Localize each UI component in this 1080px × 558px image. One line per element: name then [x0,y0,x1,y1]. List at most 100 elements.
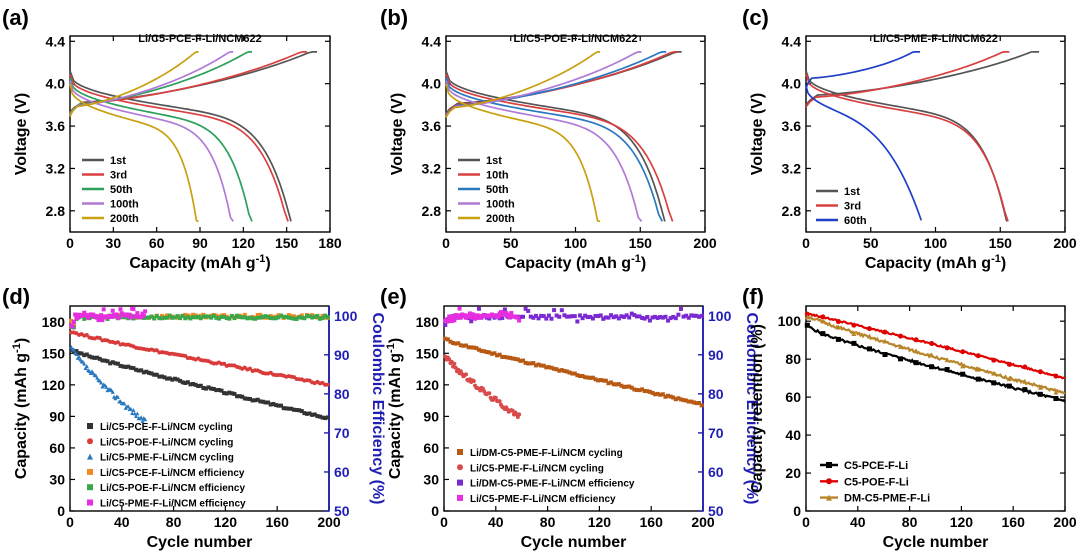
retention-point [991,380,997,386]
capacity-point [307,411,312,416]
capacity-point [325,415,330,420]
efficiency-point [471,313,476,318]
capacity-point [487,350,492,355]
legend-marker [87,484,93,491]
efficiency-point [196,314,201,319]
efficiency-point [73,312,78,317]
capacity-point [624,384,629,389]
capacity-point [242,396,247,401]
efficiency-point [135,311,140,316]
capacity-point [104,384,109,389]
capacity-point [673,397,678,402]
efficiency-point [325,315,330,320]
capacity-point [214,388,219,393]
efficiency-point [131,307,136,312]
capacity-point [681,398,686,403]
efficiency-point [598,313,603,318]
capacity-point [489,351,494,356]
panel-title: Li/C5-PME-F-Li/NCM622 [873,33,998,45]
efficiency-point [475,313,480,318]
capacity-point [541,363,546,368]
efficiency-point [71,319,76,324]
efficiency-point [263,314,268,319]
x-tick-label: 120 [232,235,256,251]
x-axis-label: Cycle number [147,534,253,551]
y-tick-label: 0 [57,503,65,519]
capacity-point [258,399,263,404]
discharge-curve-1st [445,70,666,222]
efficiency-point [216,316,221,321]
legend-marker [87,438,93,445]
efficiency-point [647,318,652,323]
capacity-point [139,368,144,373]
x-tick-label: 0 [802,514,810,530]
efficiency-point [237,314,242,319]
efficiency-point [666,318,671,323]
y-tick-label: 180 [416,314,440,330]
legend-marker [457,449,463,455]
panel-e: 0 40 80 120 160 200 0 30 60 90 120 150 180 Cycle numb… [380,284,760,551]
capacity-point [292,407,297,412]
efficiency-point [603,315,608,320]
retention-point [913,348,919,354]
capacity-point [505,355,510,360]
efficiency-point [100,318,105,323]
capacity-point [97,335,102,340]
capacity-point [146,370,151,375]
legend-label: 1st [110,155,126,167]
efficiency-point [71,322,76,327]
capacity-point [191,382,196,387]
discharge-curve-200th [445,83,601,223]
legend-label: 50th [486,184,509,196]
efficiency-point [457,306,462,311]
efficiency-point [552,308,557,313]
capacity-point [136,368,141,373]
x-tick-label: 120 [950,514,974,530]
capacity-point [102,358,107,363]
x-axis-label: Cycle number [521,534,627,551]
capacity-point [567,370,572,375]
efficiency-point [191,315,196,320]
capacity-point [196,384,201,389]
capacity-point [536,362,541,367]
capacity-point [248,366,253,371]
discharge-curve-50th [445,77,664,222]
efficiency-point [629,311,634,316]
capacity-point [544,365,549,370]
retention-point [975,353,981,359]
efficiency-point [154,314,159,319]
capacity-point [229,391,234,396]
capacity-point [588,375,593,380]
efficiency-point [159,316,164,321]
capacity-point [263,400,268,405]
efficiency-point [75,315,80,320]
capacity-point [562,368,567,373]
capacity-point [513,356,518,361]
efficiency-point [144,315,149,320]
capacity-point [448,339,453,344]
x-tick-label: 150 [989,235,1013,251]
efficiency-point [588,314,593,319]
capacity-point [575,373,580,378]
capacity-point [528,361,533,366]
efficiency-point [473,316,478,321]
efficiency-point [139,315,144,320]
capacity-point [79,351,84,356]
legend-label: 100th [486,199,515,211]
retention-point [882,338,888,344]
retention-point [1037,369,1043,375]
efficiency-point [289,316,294,321]
charge-curve-50th [445,51,667,116]
capacity-point [539,363,544,368]
capacity-point [100,358,105,363]
efficiency-point [201,314,206,319]
efficiency-point [660,315,665,320]
capacity-point [453,341,458,346]
capacity-point [471,378,476,383]
efficiency-point [250,316,255,321]
efficiency-point [653,314,658,319]
efficiency-point [224,316,229,321]
y2-axis-label: Coulombic Efficiency (%) [369,312,386,504]
capacity-point [312,412,317,417]
